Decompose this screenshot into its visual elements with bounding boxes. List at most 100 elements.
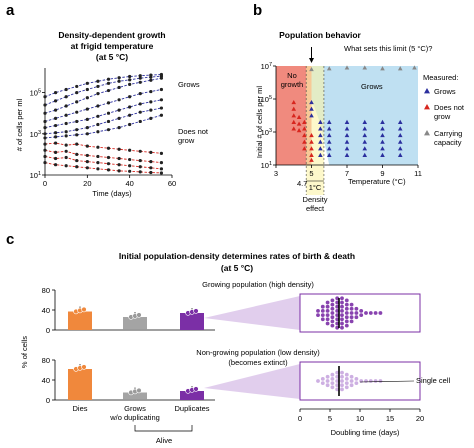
c-top-swarm-dot [344,323,349,328]
b-grows-point [362,139,368,144]
b-grows-point [318,119,323,124]
c-top-swarm-dot [344,298,349,303]
c-top-bar [123,317,147,330]
a-series-point [117,79,121,83]
b-grows-point [380,126,385,131]
c-bottom-swarm-dot [373,379,378,383]
c-bottom-ytick-label: 0 [46,396,50,405]
b-no-growth-point [302,119,307,124]
a-series-point [149,75,153,79]
c-top-swarm-dot [340,321,344,326]
b-ytick-label: 105 [261,95,272,104]
a-series-point [53,135,58,139]
a-series-point [53,108,58,112]
a-series-point [128,164,132,168]
a-series-point [53,99,58,103]
b-grows-point [380,146,385,151]
panel-a-title-3: (at 5 °C) [96,52,128,62]
a-ytick-label: 103 [30,130,41,139]
single-cell-label: Single cell [416,376,451,385]
b-grows-point [318,139,323,144]
c-top-swarm-dot [378,311,383,315]
a-xtick-label: 40 [125,179,133,188]
legend-not-grow-label-2: grow [434,112,451,121]
c-bottom-swarm-dot [335,387,340,392]
legend-not-grow-label-1: Does not [434,103,465,112]
a-series-point [128,105,132,109]
c-bottom-bar [68,369,92,400]
a-series-line [44,77,162,114]
c-bottom-replicate-dot [136,387,142,394]
a-series-point [149,170,153,175]
c-top-swarm-dot [325,317,330,322]
a-series-point [75,110,79,114]
a-series-point [64,149,68,153]
b-grows-point [397,152,403,157]
b-width-label: 1°C [309,183,322,192]
c-bottom-swarm-dot [325,379,330,383]
a-series-point [53,141,58,145]
a-series-line [44,99,162,129]
b-xtick-label: 5 [309,169,313,178]
c-top-swarm-dot [349,306,354,311]
c-top-swarm-dot [325,300,330,305]
b-grows-point [362,126,368,131]
a-series-point [117,76,121,80]
a-series-point [64,130,68,134]
a-series-point [96,84,100,89]
a-series-point [75,84,79,89]
b-ytick-label: 101 [261,161,272,170]
b-grows-point [318,133,323,138]
c-bottom-bar [123,392,147,400]
c-bottom-swarm-dot [335,370,340,375]
alive-bracket [134,425,193,432]
c-top-swarm-dot [354,306,359,311]
a-series-point [43,111,47,115]
c-top-replicate-dot [193,308,199,314]
c-top-swarm-dot [364,311,368,315]
b-ytick-label: 103 [261,128,272,137]
a-series-point [138,158,142,163]
a-series-point [138,102,142,106]
panel-a-ylabel: # of cells per ml [15,98,24,151]
a-series-point [75,158,79,163]
b-density-effect-band [306,66,324,195]
a-series-point [106,119,111,124]
panel-c: c Initial population-density determines … [6,231,451,445]
c-bottom-swarm-dot [378,379,383,383]
b-grows-point [362,133,368,138]
b-grows-point [344,146,350,151]
a-series-point [149,116,153,120]
c-bottom-swarm-dot [359,379,364,383]
a-series-point [43,142,47,146]
b-grows-point [318,146,323,151]
panel-c-title-1: Initial population-density determines ra… [119,251,355,261]
c-top-swarm-dot [325,309,330,313]
c-top-swarm-dot [320,304,325,309]
a-series-line [44,149,162,164]
b-ytick-label: 107 [261,62,272,71]
b-grows-point [326,146,332,151]
a-series-point [106,111,111,115]
a-series-point [75,133,79,137]
b-no-growth-point [302,146,307,151]
legend-not-grow-icon [424,104,430,110]
a-series-point [149,78,153,82]
a-series-point [96,161,100,165]
b-grows-point [362,152,368,157]
c-bottom-swarm-dot [364,379,368,383]
c-bottom-replicate-dot [81,364,87,370]
c-bottom-swarm-box [299,361,421,401]
c-top-swarm-dot [349,315,354,320]
a-series-point [128,113,132,117]
legend-grows-label: Grows [434,87,456,96]
b-no-growth-point [291,100,297,105]
a-series-point [64,87,68,92]
c-bottom-swarm-dot [330,381,335,385]
a-series-point [159,87,164,92]
b-grows-point [309,106,314,111]
a-series-point [43,126,47,130]
b-no-growth-point [302,139,307,144]
a-series-line [44,156,162,170]
a-series-point [159,76,164,80]
